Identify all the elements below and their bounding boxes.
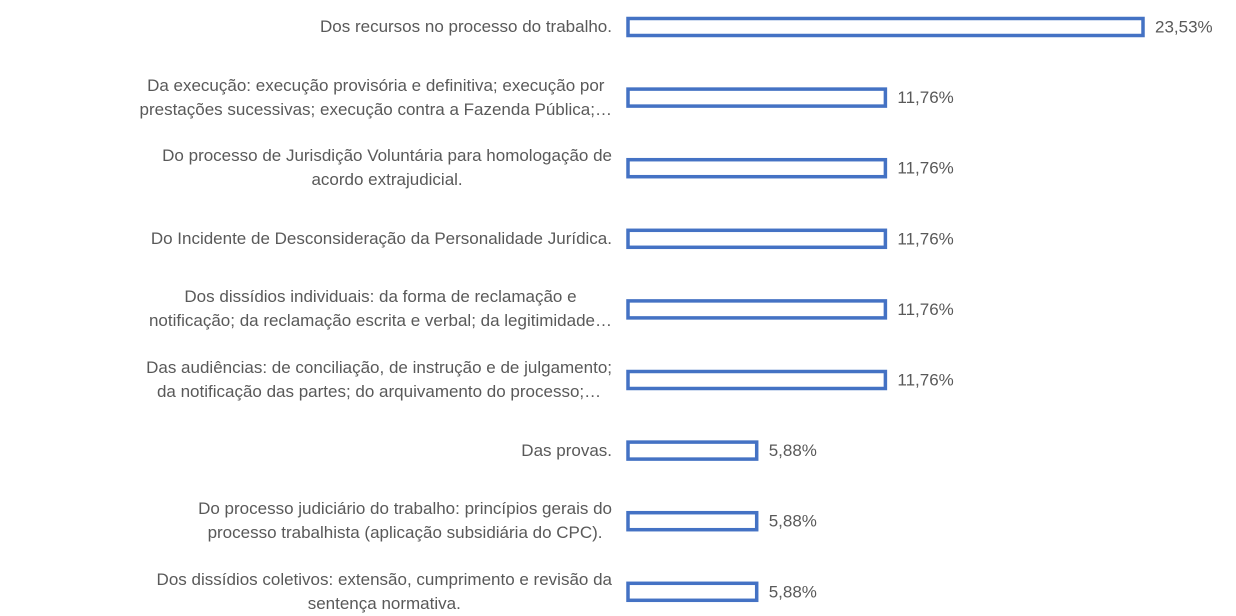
bar — [626, 87, 888, 108]
category-label: Do processo judiciário do trabalho: prin… — [198, 499, 612, 543]
category-label: Do processo de Jurisdição Voluntária par… — [162, 146, 612, 190]
category-label: Das provas. — [521, 440, 612, 460]
bar — [626, 157, 888, 179]
bar — [626, 440, 759, 461]
value-label: 11,76% — [897, 300, 953, 319]
category-label: Dos recursos no processo do trabalho. — [320, 17, 612, 36]
bar — [626, 369, 888, 391]
value-label: 5,88% — [769, 512, 817, 531]
value-label: 5,88% — [769, 582, 817, 601]
bar — [626, 228, 888, 250]
bar — [626, 510, 759, 532]
category-label: Dos dissídios coletivos: extensão, cumpr… — [156, 569, 612, 613]
value-label: 11,76% — [897, 370, 953, 389]
value-label: 11,76% — [897, 159, 953, 178]
category-label: Do Incidente de Desconsideração da Perso… — [150, 228, 612, 248]
value-label: 23,53% — [1155, 17, 1213, 36]
bar — [626, 16, 1145, 38]
category-label: Das audiências: de conciliação, de instr… — [146, 358, 612, 401]
category-label: Dos dissídios individuais: da forma de r… — [148, 287, 612, 331]
value-label: 11,76% — [897, 88, 953, 107]
category-label: Da execução: execução provisória e defin… — [139, 75, 612, 119]
value-label: 11,76% — [897, 229, 953, 248]
bar — [626, 299, 888, 320]
value-label: 5,88% — [769, 441, 817, 460]
bar — [626, 581, 759, 603]
